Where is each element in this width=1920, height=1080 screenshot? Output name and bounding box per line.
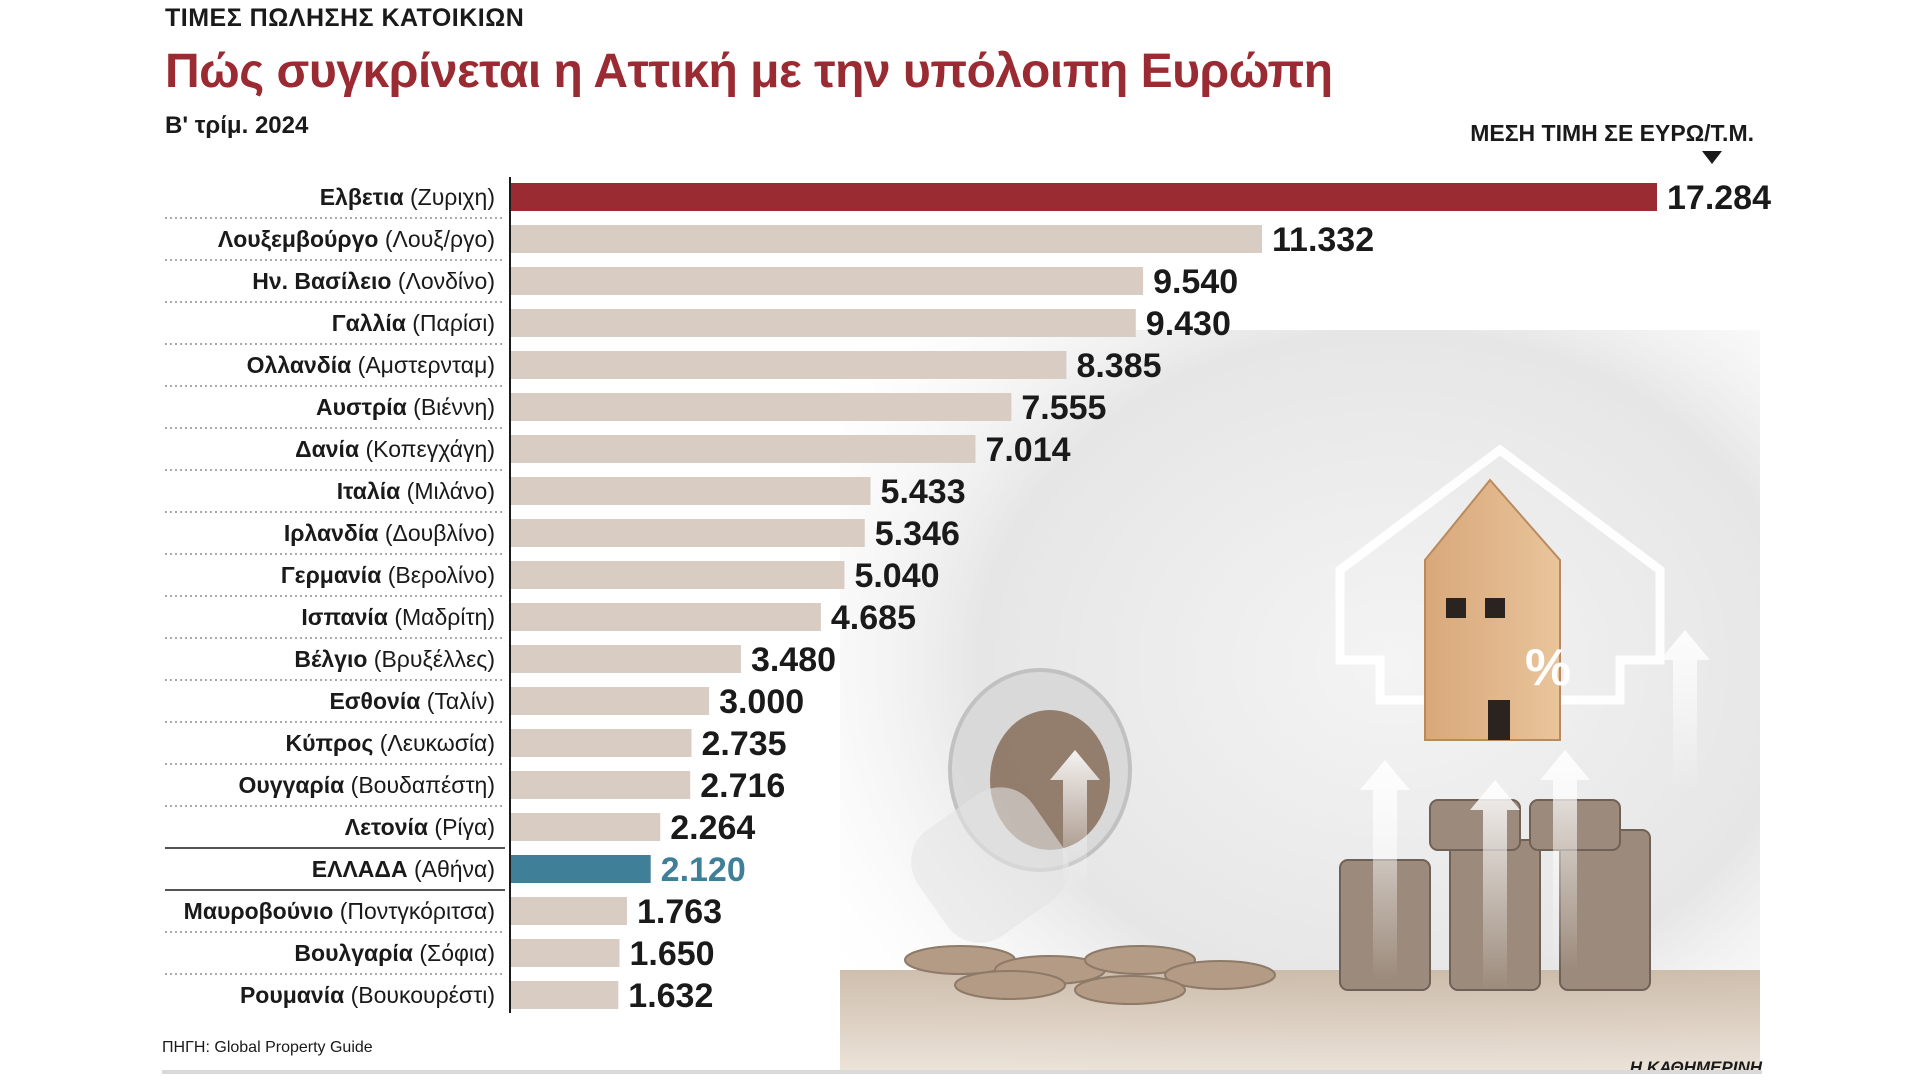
bar	[510, 645, 741, 673]
chart-subtitle: Β' τρίμ. 2024	[165, 112, 309, 139]
unit-label: ΜΕΣΗ ΤΙΜΗ ΣΕ ΕΥΡΩ/Τ.Μ.	[1470, 120, 1754, 146]
bar	[510, 561, 845, 589]
bar	[510, 225, 1263, 253]
value-label: 2.735	[701, 725, 786, 763]
value-label: 8.385	[1076, 347, 1161, 385]
value-label: 7.555	[1021, 389, 1106, 427]
value-label: 1.650	[629, 935, 714, 973]
value-label: 9.430	[1146, 305, 1231, 343]
value-label: 9.540	[1153, 263, 1238, 301]
value-label: 2.716	[700, 767, 785, 805]
value-label: 3.000	[719, 683, 804, 721]
category-label: Βέλγιο (Βρυξέλλες)	[294, 646, 495, 672]
category-label: Ουγγαρία (Βουδαπέστη)	[239, 772, 495, 798]
svg-text:%: %	[1525, 639, 1571, 697]
bar	[510, 981, 619, 1009]
category-label: Κύπρος (Λευκωσία)	[285, 730, 495, 756]
category-label: Ην. Βασίλειο (Λονδίνο)	[252, 268, 495, 294]
value-label: 5.433	[881, 473, 966, 511]
category-label: Λετονία (Ρίγα)	[345, 814, 495, 840]
value-label: 2.264	[670, 809, 755, 847]
bar	[510, 813, 661, 841]
category-label: Βουλγαρία (Σόφια)	[294, 940, 495, 966]
source-note: ΠΗΓΗ: Global Property Guide	[162, 1039, 373, 1056]
value-label: 5.346	[875, 515, 960, 553]
bar	[510, 393, 1012, 421]
value-label: 1.632	[628, 977, 713, 1015]
value-label: 5.040	[854, 557, 939, 595]
category-label: Ιρλανδία (Δουβλίνο)	[284, 520, 495, 546]
category-label: Γαλλία (Παρίσι)	[332, 310, 495, 336]
category-label: Λουξεμβούργο (Λουξ/ργο)	[218, 226, 495, 252]
bar	[510, 729, 692, 757]
bar	[510, 183, 1657, 211]
down-triangle-icon	[1702, 151, 1722, 164]
value-label: 17.284	[1667, 179, 1771, 217]
bar	[510, 687, 710, 715]
category-label: Γερμανία (Βερολίνο)	[281, 562, 495, 588]
category-label: Ιταλία (Μιλάνο)	[337, 478, 495, 504]
house-coins-illustration: %	[840, 330, 1760, 1070]
value-label: 11.332	[1272, 221, 1374, 259]
bar	[510, 897, 627, 925]
bottom-rule	[162, 1070, 1762, 1074]
value-label: 4.685	[831, 599, 916, 637]
category-label: Ολλανδία (Αμστερνταμ)	[247, 352, 495, 378]
category-label: Ισπανία (Μαδρίτη)	[301, 604, 495, 630]
category-label: Μαυροβούνιο (Ποντγκόριτσα)	[184, 898, 495, 924]
bar	[510, 771, 691, 799]
category-label: Εσθονία (Ταλίν)	[329, 688, 495, 714]
bar	[510, 603, 821, 631]
kicker: ΤΙΜΕΣ ΠΩΛΗΣΗΣ ΚΑΤΟΙΚΙΩΝ	[165, 4, 525, 32]
bar	[510, 309, 1136, 337]
value-label: 7.014	[985, 431, 1070, 469]
bar	[510, 435, 976, 463]
bar	[510, 351, 1067, 379]
category-label: Ρουμανία (Βουκουρέστι)	[240, 982, 495, 1008]
bar	[510, 855, 651, 883]
category-label: Δανία (Κοπεγχάγη)	[295, 436, 495, 462]
value-label: 2.120	[661, 851, 746, 889]
publisher-brand: Η ΚΑΘΗΜΕΡΙΝΗ	[1629, 1058, 1762, 1077]
chart-title: Πώς συγκρίνεται η Αττική με την υπόλοιπη…	[165, 45, 1333, 98]
bar	[510, 939, 620, 967]
value-label: 1.763	[637, 893, 722, 931]
bar	[510, 267, 1144, 295]
bar	[510, 477, 871, 505]
category-label: Ελβετια (Ζυριχη)	[320, 184, 495, 210]
value-label: 3.480	[751, 641, 836, 679]
bar	[510, 519, 865, 547]
category-label: ΕΛΛΑΔΑ (Αθήνα)	[312, 856, 495, 882]
category-label: Αυστρία (Βιέννη)	[316, 394, 495, 420]
